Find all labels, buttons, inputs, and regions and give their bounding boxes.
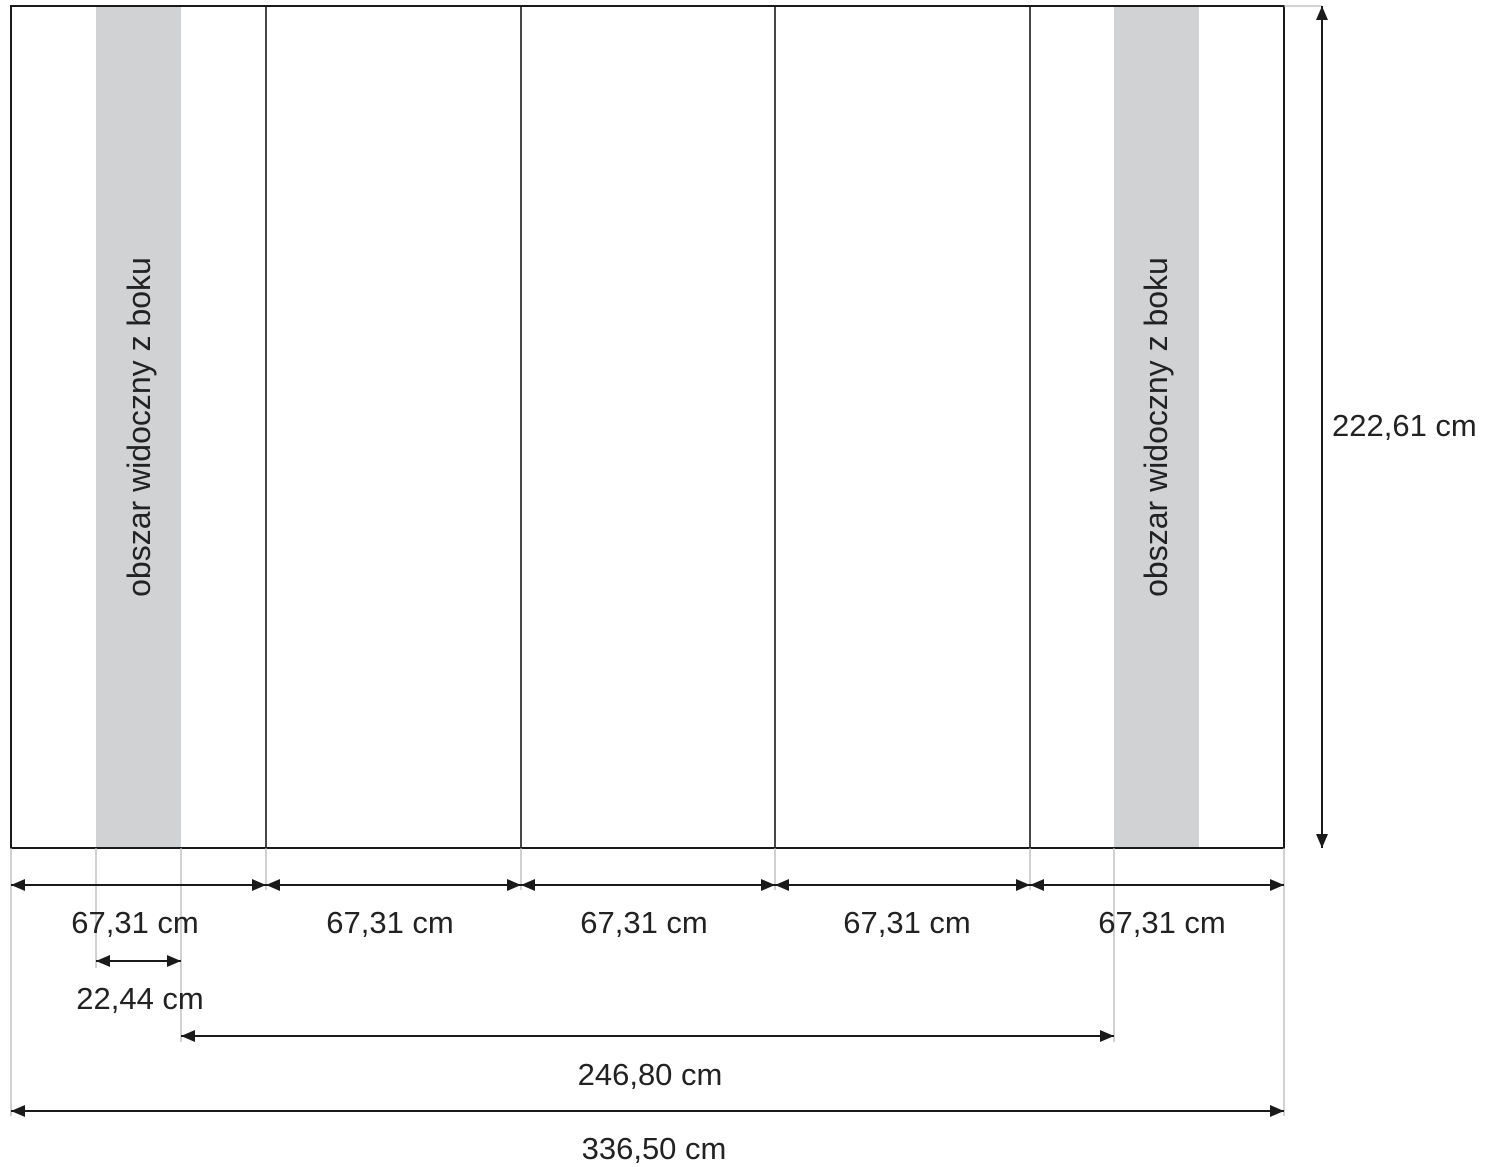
side-area-right-label: obszar widoczny z boku: [1138, 257, 1174, 597]
height-dimension: [1316, 6, 1328, 848]
visible-front-dimension: [181, 1030, 1114, 1042]
mural-outline: [10, 5, 1285, 849]
panel-dimension-3: [521, 879, 775, 891]
panel-width-label-3: 67,31 cm: [580, 905, 708, 940]
panel-width-label-2: 67,31 cm: [326, 905, 454, 940]
panel-dimension-2: [266, 879, 521, 891]
side-strip-width-label: 22,44 cm: [76, 981, 204, 1016]
total-width-label: 336,50 cm: [582, 1131, 727, 1166]
total-width-dimension: [11, 1105, 1284, 1117]
panel-dimension-4: [775, 879, 1030, 891]
side-area-right: [1114, 6, 1199, 848]
panel-dimension-1: [11, 879, 266, 891]
panel-width-label-5: 67,31 cm: [1098, 905, 1226, 940]
panel-width-label-1: 67,31 cm: [71, 905, 199, 940]
side-area-left: [96, 6, 181, 848]
side-area-left-label: obszar widoczny z boku: [121, 257, 157, 597]
height-label: 222,61 cm: [1332, 408, 1477, 443]
side-strip-dimension: [96, 955, 181, 967]
panel-dimension-5: [1030, 879, 1284, 891]
panel-width-label-4: 67,31 cm: [843, 905, 971, 940]
visible-front-width-label: 246,80 cm: [578, 1057, 723, 1092]
